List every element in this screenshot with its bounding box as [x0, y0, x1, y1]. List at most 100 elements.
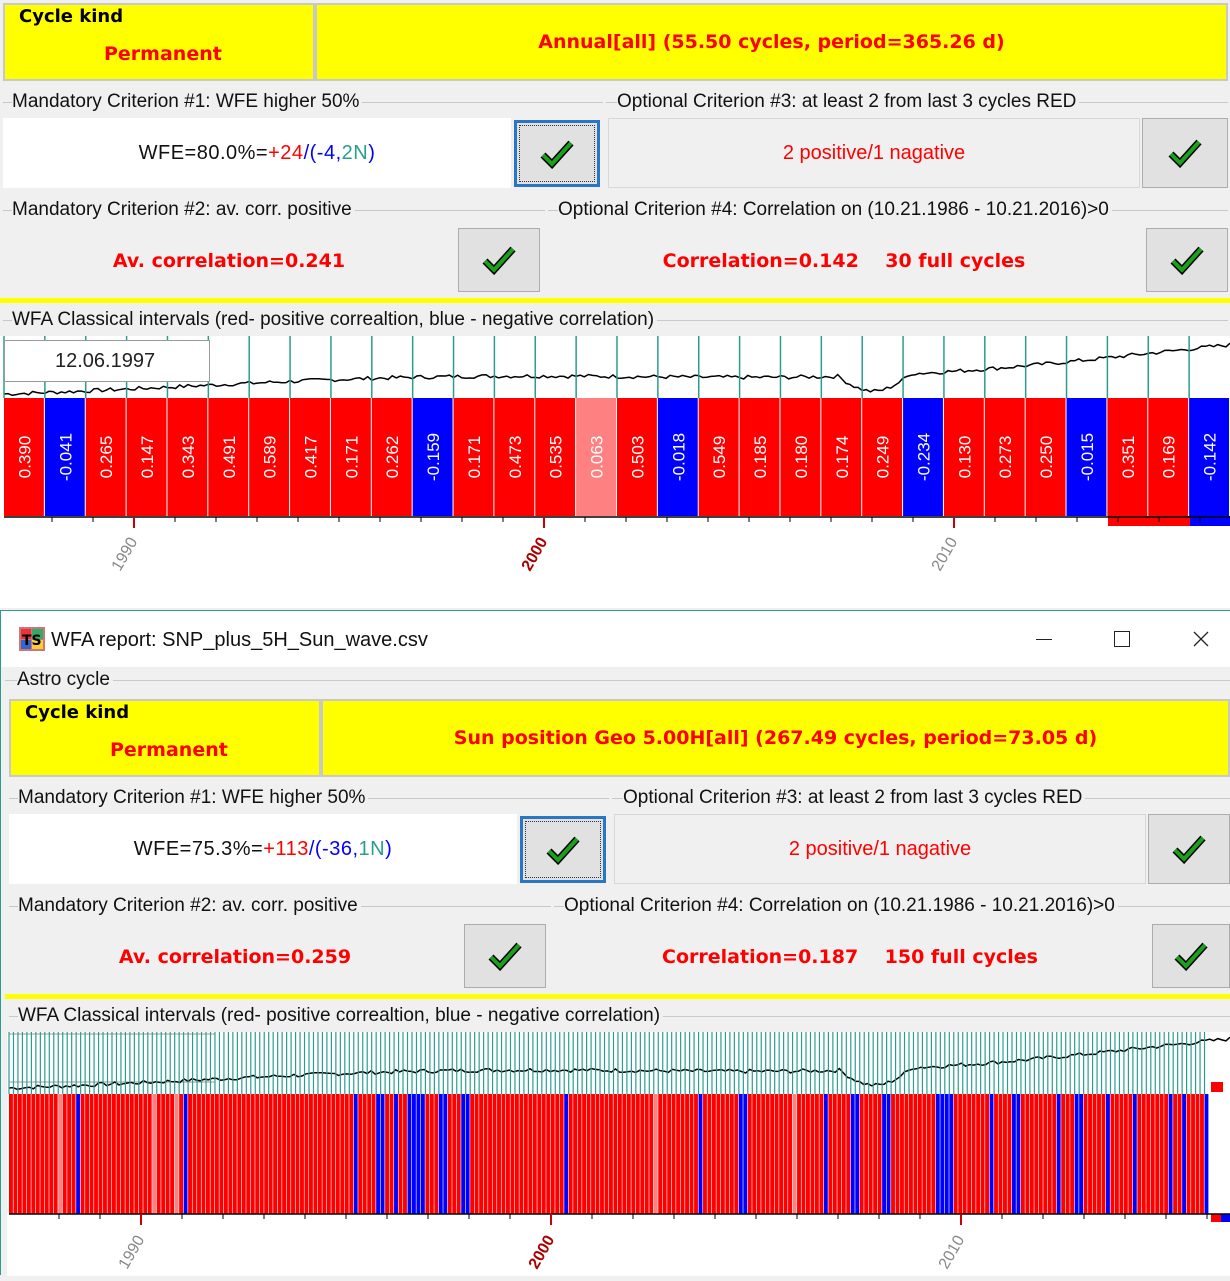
chart-2-label: WFA Classical intervals (red- positive c… — [18, 1005, 664, 1027]
correlation-bar — [864, 1094, 869, 1214]
correlation-bar — [653, 1094, 658, 1214]
correlation-bar — [1150, 1094, 1155, 1214]
correlation-bar — [494, 398, 535, 516]
correlation-bar — [300, 1094, 304, 1214]
correlation-bar — [411, 1094, 416, 1214]
criterion-2-value: Av. correlation=0.241 — [112, 250, 346, 272]
maximize-button[interactable] — [1099, 623, 1145, 655]
wfe-negative: -4 — [316, 141, 336, 164]
criterion-2-check-button[interactable] — [458, 228, 540, 292]
correlation-bar — [340, 1094, 345, 1214]
criterion-1-label: Mandatory Criterion #1: WFE higher 50% — [12, 91, 363, 113]
correlation-bar — [192, 1094, 197, 1214]
close-button[interactable] — [1178, 623, 1224, 655]
bar-value-label: 0.503 — [628, 436, 647, 479]
correlation-bar — [107, 1094, 112, 1214]
correlation-bar — [179, 1094, 184, 1214]
correlation-bar — [1029, 1094, 1034, 1214]
correlation-bar — [183, 1094, 188, 1214]
correlation-bar — [1195, 1094, 1200, 1214]
bar-value-label: 0.169 — [1160, 436, 1179, 479]
correlation-bar — [188, 1094, 192, 1214]
maximize-icon — [1114, 631, 1130, 647]
correlation-bar — [909, 1094, 913, 1214]
criterion-1-check-button[interactable] — [520, 816, 606, 883]
correlation-bar — [488, 1094, 492, 1214]
correlation-bar — [716, 1094, 721, 1214]
correlation-bar — [962, 1094, 967, 1214]
correlation-bar — [685, 1094, 689, 1214]
correlation-bar — [1074, 1094, 1079, 1214]
criterion-2-label: Mandatory Criterion #2: av. corr. positi… — [12, 199, 355, 221]
correlation-bar — [291, 1094, 295, 1214]
correlation-bar — [208, 398, 249, 516]
correlation-bar — [801, 1094, 806, 1214]
correlation-bar — [604, 1094, 609, 1214]
correlation-bar — [577, 1094, 582, 1214]
correlation-bar — [170, 1094, 175, 1214]
bar-value-label: 0.180 — [792, 436, 811, 479]
correlation-bar — [935, 1094, 940, 1214]
checkmark-icon — [1168, 139, 1202, 168]
correlation-bar — [349, 1094, 354, 1214]
wfe-neutral: 1N — [358, 837, 386, 860]
correlation-bar — [535, 398, 576, 516]
bar-value-label: 0.343 — [179, 436, 198, 479]
correlation-bar — [859, 1094, 864, 1214]
criterion-3-label: Optional Criterion #3: at least 2 from l… — [623, 787, 1086, 809]
criterion-3-check-button[interactable] — [1142, 118, 1228, 188]
correlation-bar — [821, 398, 862, 516]
correlation-bar — [922, 1094, 927, 1214]
chart-1-svg: 0.390 -0.041 0.265 0.147 0.343 0.491 0.589 0.41… — [3, 336, 1230, 574]
correlation-bar — [944, 1094, 949, 1214]
criterion-2-check-button[interactable] — [464, 924, 546, 988]
correlation-bar — [823, 1094, 828, 1214]
cycle-description: Annual[all] (55.50 cycles, period=365.26… — [538, 31, 1005, 53]
correlation-bar — [943, 398, 984, 516]
wfe-comma: , — [335, 141, 342, 164]
correlation-bar — [510, 1094, 515, 1214]
correlation-bar — [689, 1094, 694, 1214]
correlation-bar — [1065, 1094, 1070, 1214]
correlation-bar — [201, 1094, 206, 1214]
correlation-bar — [1164, 1094, 1169, 1214]
correlation-bar — [1106, 1094, 1110, 1214]
bar-value-label: 0.250 — [1037, 436, 1056, 479]
correlation-bar — [711, 1094, 716, 1214]
criterion-3-value: 2 positive/1 nagative — [788, 837, 972, 860]
focus-rect — [519, 125, 595, 182]
correlation-bar — [698, 1094, 703, 1214]
correlation-bar — [984, 398, 1025, 516]
chart-1-label: WFA Classical intervals (red- positive c… — [12, 309, 658, 331]
chart-1: 0.390 -0.041 0.265 0.147 0.343 0.491 0.589 0.41… — [0, 336, 1230, 608]
date-box-value: 12.06.1997 — [55, 349, 156, 372]
criterion-3-value-box: 2 positive/1 nagative — [614, 814, 1146, 884]
report-window: TS WFA report: SNP_plus_5H_Sun_wave.csv … — [0, 610, 1230, 1276]
wfe-prefix: WFE=75.3%= — [133, 837, 264, 860]
correlation-bar — [1043, 1094, 1048, 1214]
correlation-bar — [126, 398, 167, 516]
criterion-4-check-button[interactable] — [1152, 924, 1230, 988]
criterion-4-check-button[interactable] — [1146, 228, 1228, 292]
checkmark-icon — [1170, 246, 1204, 275]
correlation-bar — [1132, 1094, 1137, 1214]
correlation-bar — [1025, 1094, 1030, 1214]
correlation-bar — [453, 398, 494, 516]
criterion-1-value: WFE=75.3%= +113/(-36, 1N) — [9, 814, 517, 884]
correlation-bar — [546, 1094, 551, 1214]
correlation-bar — [926, 1094, 931, 1214]
correlation-bar — [1123, 1094, 1128, 1214]
correlation-bar — [232, 1094, 237, 1214]
correlation-bar — [882, 1094, 887, 1214]
correlation-bar — [873, 1094, 878, 1214]
correlation-bar — [4, 398, 44, 516]
window-body: Astro cycle Cycle kind Permanent Sun pos… — [1, 667, 1230, 1276]
ts-app-icon: TS — [19, 627, 45, 651]
criterion-3-check-button[interactable] — [1148, 814, 1230, 884]
criterion-1-check-button[interactable] — [514, 120, 600, 187]
correlation-bar — [331, 1094, 336, 1214]
correlation-bar — [358, 1094, 363, 1214]
minimize-button[interactable] — [1021, 623, 1067, 655]
date-box: 12.06.1997 — [4, 340, 210, 382]
correlation-bar — [295, 1094, 300, 1214]
